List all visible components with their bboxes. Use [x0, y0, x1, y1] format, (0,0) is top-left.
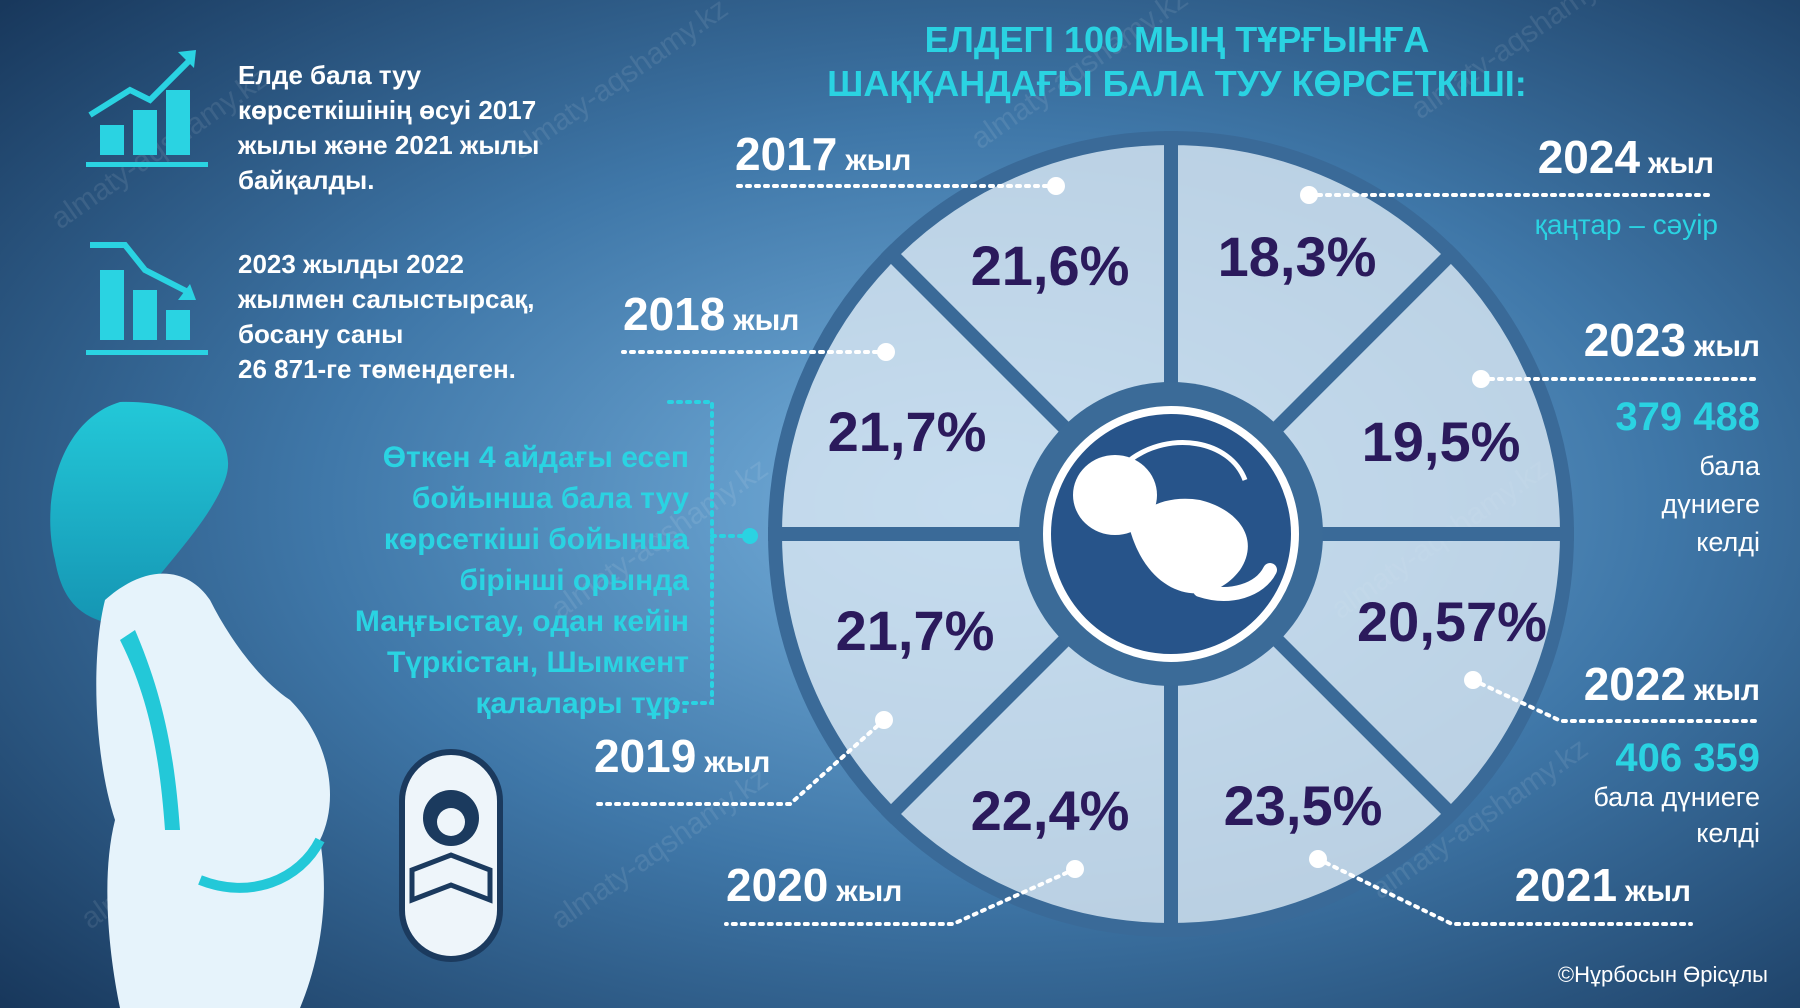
births: 406 359	[1615, 736, 1760, 780]
year: 2018	[623, 288, 725, 340]
note-line: байқалды.	[238, 165, 374, 195]
births: 379 488	[1615, 395, 1760, 439]
decline-icon	[86, 242, 208, 355]
segment-value: 18,3%	[1218, 225, 1377, 288]
note-line: жылмен салыстырсақ,	[237, 284, 535, 314]
growth-icon	[86, 50, 208, 167]
year-label: 2019 жыл	[594, 730, 770, 782]
year: 2020	[726, 859, 828, 911]
title: ШАҚҚАНДАҒЫ БАЛА ТУУ КӨРСЕТКІШІ:	[827, 63, 1527, 104]
year: 2017	[735, 128, 837, 180]
baby-icon	[399, 749, 503, 962]
leader-dot	[1309, 850, 1327, 868]
year: 2022	[1584, 658, 1686, 710]
births-caption: келді	[1696, 818, 1760, 848]
year-unit: жыл	[1693, 674, 1760, 707]
bracket	[667, 400, 714, 705]
note-line: жылы және 2021 жылы	[237, 130, 539, 160]
leader-dot	[1464, 671, 1482, 689]
note-line: Түркістан, Шымкент	[387, 646, 689, 679]
note-line: көрсеткіші бойынша	[384, 523, 689, 556]
year-label: 2018 жыл	[623, 288, 799, 340]
segment-value: 22,4%	[971, 779, 1130, 842]
leader-line	[1316, 857, 1693, 926]
segment-value: 21,6%	[971, 234, 1130, 297]
year-label: 2017 жыл	[735, 128, 911, 180]
year-unit: жыл	[1624, 875, 1691, 908]
segment-value: 21,7%	[828, 400, 987, 463]
year-unit: жыл	[1693, 330, 1760, 363]
year: 2021	[1515, 859, 1617, 911]
leader-line	[595, 718, 886, 806]
leader-dot	[875, 711, 893, 729]
births-caption: бала дүниеге	[1593, 782, 1760, 812]
leader-dot	[1066, 860, 1084, 878]
births-caption: бала	[1699, 451, 1761, 481]
year: 2023	[1584, 314, 1686, 366]
births-caption: дүниеге	[1661, 489, 1760, 519]
segment-value: 19,5%	[1362, 410, 1521, 473]
note-line: Өткен 4 айдағы есеп	[383, 441, 689, 474]
note-line: 2023 жылды 2022	[238, 249, 464, 279]
note-line: Елде бала туу	[238, 60, 422, 90]
year-label: 2021 жыл	[1515, 859, 1691, 911]
note-line: бірінші орында	[460, 564, 690, 597]
segment-value: 23,5%	[1224, 774, 1383, 837]
year-unit: жыл	[844, 144, 911, 177]
leader-dot	[1300, 186, 1318, 204]
year-label: 2023 жыл	[1584, 314, 1760, 366]
leader-dot	[877, 343, 895, 361]
note-line: босану саны	[238, 319, 403, 349]
segment-value: 21,7%	[836, 599, 995, 662]
births-caption: келді	[1696, 527, 1760, 557]
year-unit: жыл	[1647, 147, 1714, 180]
year-unit: жыл	[703, 746, 770, 779]
title: ЕЛДЕГІ 100 МЫҢ ТҰРҒЫНҒА	[925, 19, 1430, 60]
segment-value: 20,57%	[1357, 590, 1547, 653]
note-line: Маңғыстау, одан кейін	[355, 605, 689, 638]
year-unit: жыл	[732, 304, 799, 337]
leader-line	[1471, 678, 1762, 723]
year-label: 2024 жыл	[1538, 131, 1714, 183]
period-note: қаңтар – сәуір	[1535, 209, 1718, 240]
year-unit: жыл	[835, 875, 902, 908]
dot	[742, 528, 758, 544]
year-label: 2022 жыл	[1584, 658, 1760, 710]
note-line: қалалары тұр.	[475, 687, 689, 720]
woman-silhouette	[50, 401, 330, 1008]
note-line: бойынша бала туу	[412, 482, 689, 515]
leader-line	[724, 867, 1077, 926]
hub	[1019, 382, 1323, 686]
note-line: көрсеткішінің өсуі 2017	[238, 95, 536, 125]
notes: Елде бала туу көрсеткішінің өсуі 2017 жылы…	[237, 60, 689, 720]
note-line: 26 871-ге төмендеген.	[238, 354, 516, 384]
credit: ©Нұрбосын Өрісұлы	[1558, 962, 1768, 987]
year-label: 2020 жыл	[726, 859, 902, 911]
leader-dot	[1047, 177, 1065, 195]
year: 2024	[1538, 131, 1641, 183]
year: 2019	[594, 730, 696, 782]
leader-dot	[1472, 370, 1490, 388]
